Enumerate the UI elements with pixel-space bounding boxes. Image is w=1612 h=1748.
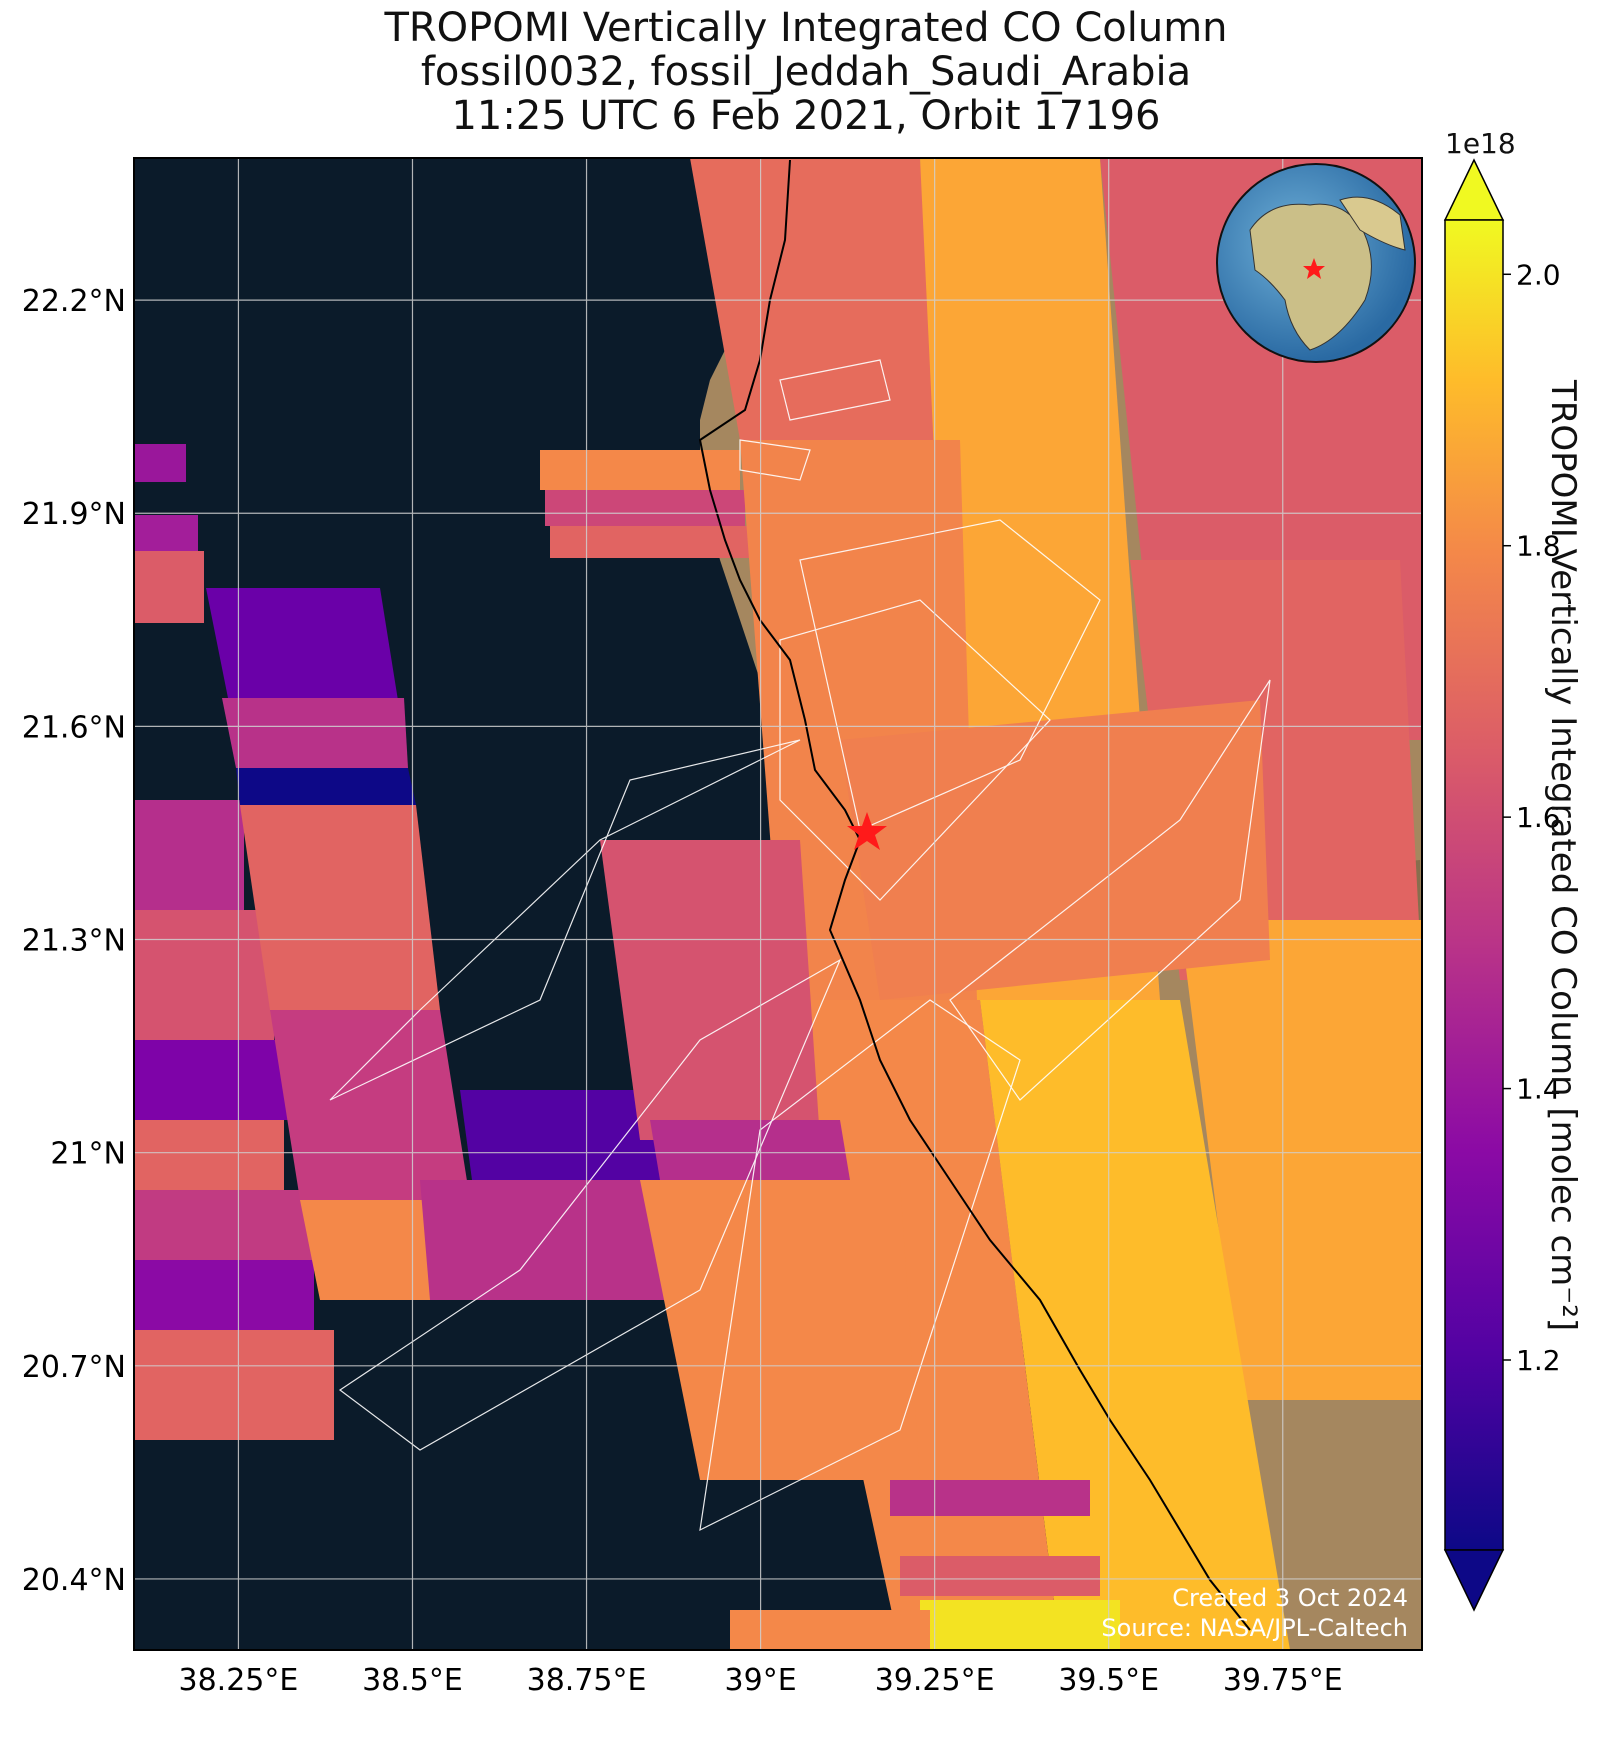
swath-band bbox=[240, 805, 440, 1010]
credit-line-1: Created 3 Oct 2024 bbox=[1172, 1584, 1408, 1612]
lon-tick-label: 38.25°E bbox=[179, 1663, 299, 1698]
swath-band bbox=[270, 1010, 470, 1200]
lon-tick-label: 38.75°E bbox=[527, 1663, 647, 1698]
lat-tick-label: 20.7°N bbox=[22, 1350, 126, 1385]
graticule bbox=[134, 158, 1422, 1650]
swath-strip bbox=[134, 1330, 334, 1440]
swath-strip bbox=[134, 910, 274, 1040]
lat-tick-label: 21.3°N bbox=[22, 924, 126, 959]
colorbar-tick-label: 1.2 bbox=[1516, 1344, 1561, 1377]
title-line-2: fossil0032, fossil_Jeddah_Saudi_Arabia bbox=[420, 49, 1192, 95]
lat-tick-label: 21.6°N bbox=[22, 710, 126, 745]
credit-line-2: Source: NASA/JPL-Caltech bbox=[1101, 1614, 1408, 1642]
colorbar-tick-label: 1.6 bbox=[1516, 801, 1561, 834]
swath-strip bbox=[550, 526, 750, 558]
swath-band bbox=[420, 1180, 690, 1300]
swath-strip bbox=[134, 444, 186, 482]
title-line-3: 11:25 UTC 6 Feb 2021, Orbit 17196 bbox=[451, 93, 1161, 139]
swath-band bbox=[640, 1180, 920, 1480]
swath-strip bbox=[900, 1556, 1100, 1596]
lat-tick-label: 22.2°N bbox=[22, 284, 126, 319]
swath-strip bbox=[540, 450, 740, 490]
colorbar-extend-top bbox=[1443, 158, 1505, 221]
colorbar-ticks: 1.2 1.4 1.6 1.8 2.0 bbox=[1503, 258, 1561, 1377]
globe-inset bbox=[1216, 163, 1416, 363]
swath-band bbox=[840, 700, 1270, 1000]
title-line-1: TROPOMI Vertically Integrated CO Column bbox=[384, 5, 1228, 51]
lat-tick-labels: 22.2°N 21.9°N 21.6°N 21.3°N 21°N 20.7°N 20.4°N bbox=[22, 284, 126, 1598]
swath-band bbox=[1180, 920, 1422, 1400]
colorbar-label: TROPOMI Vertically Integrated CO Column … bbox=[1543, 379, 1583, 1331]
swath-band bbox=[236, 768, 416, 805]
swath-band bbox=[690, 158, 940, 440]
colorbar-exponent: 1e18 bbox=[1445, 127, 1516, 160]
lat-tick-label: 21°N bbox=[50, 1137, 126, 1172]
swath-band bbox=[222, 698, 408, 768]
swath-strip bbox=[730, 1610, 930, 1650]
jeddah-star-marker bbox=[847, 812, 887, 850]
colorbar: 1.2 1.4 1.6 1.8 2.0 1e18 TROPOMI Vertically … bbox=[1443, 127, 1583, 1612]
swath-strip bbox=[134, 800, 244, 910]
colorbar-body bbox=[1444, 219, 1504, 1551]
swath-strip bbox=[134, 1190, 314, 1260]
swath-band bbox=[650, 1120, 850, 1180]
lat-tick-label: 20.4°N bbox=[22, 1563, 126, 1598]
swath-strip bbox=[134, 515, 198, 551]
swath-band bbox=[600, 840, 820, 1140]
swath-strip bbox=[920, 1600, 1120, 1650]
map-frame bbox=[133, 157, 1423, 1651]
swath-strip bbox=[134, 551, 204, 623]
globe-location-star bbox=[1303, 258, 1325, 279]
lon-tick-label: 38.5°E bbox=[362, 1663, 463, 1698]
colorbar-tick-label: 1.4 bbox=[1516, 1073, 1561, 1106]
colorbar-tick-label: 2.0 bbox=[1516, 258, 1561, 291]
swath-strip bbox=[134, 1040, 294, 1120]
swath-strip bbox=[890, 1480, 1090, 1516]
map-area: Created 3 Oct 2024 Source: NASA/JPL-Calt… bbox=[134, 158, 1422, 1650]
lon-tick-label: 39.25°E bbox=[875, 1663, 995, 1698]
lon-tick-label: 39.5°E bbox=[1058, 1663, 1159, 1698]
swath-strip bbox=[134, 1120, 284, 1190]
swath-strip bbox=[134, 1260, 314, 1330]
lon-tick-label: 39°E bbox=[725, 1663, 797, 1698]
footprint-grid bbox=[329, 359, 1271, 1532]
colorbar-extend-bottom bbox=[1443, 1549, 1505, 1612]
lon-tick-label: 39.75°E bbox=[1223, 1663, 1343, 1698]
colorbar-tick-label: 1.8 bbox=[1516, 530, 1561, 563]
lon-tick-labels: 38.25°E 38.5°E 38.75°E 39°E 39.25°E 39.5°E 39.… bbox=[179, 1663, 1343, 1698]
lat-tick-label: 21.9°N bbox=[22, 497, 126, 532]
